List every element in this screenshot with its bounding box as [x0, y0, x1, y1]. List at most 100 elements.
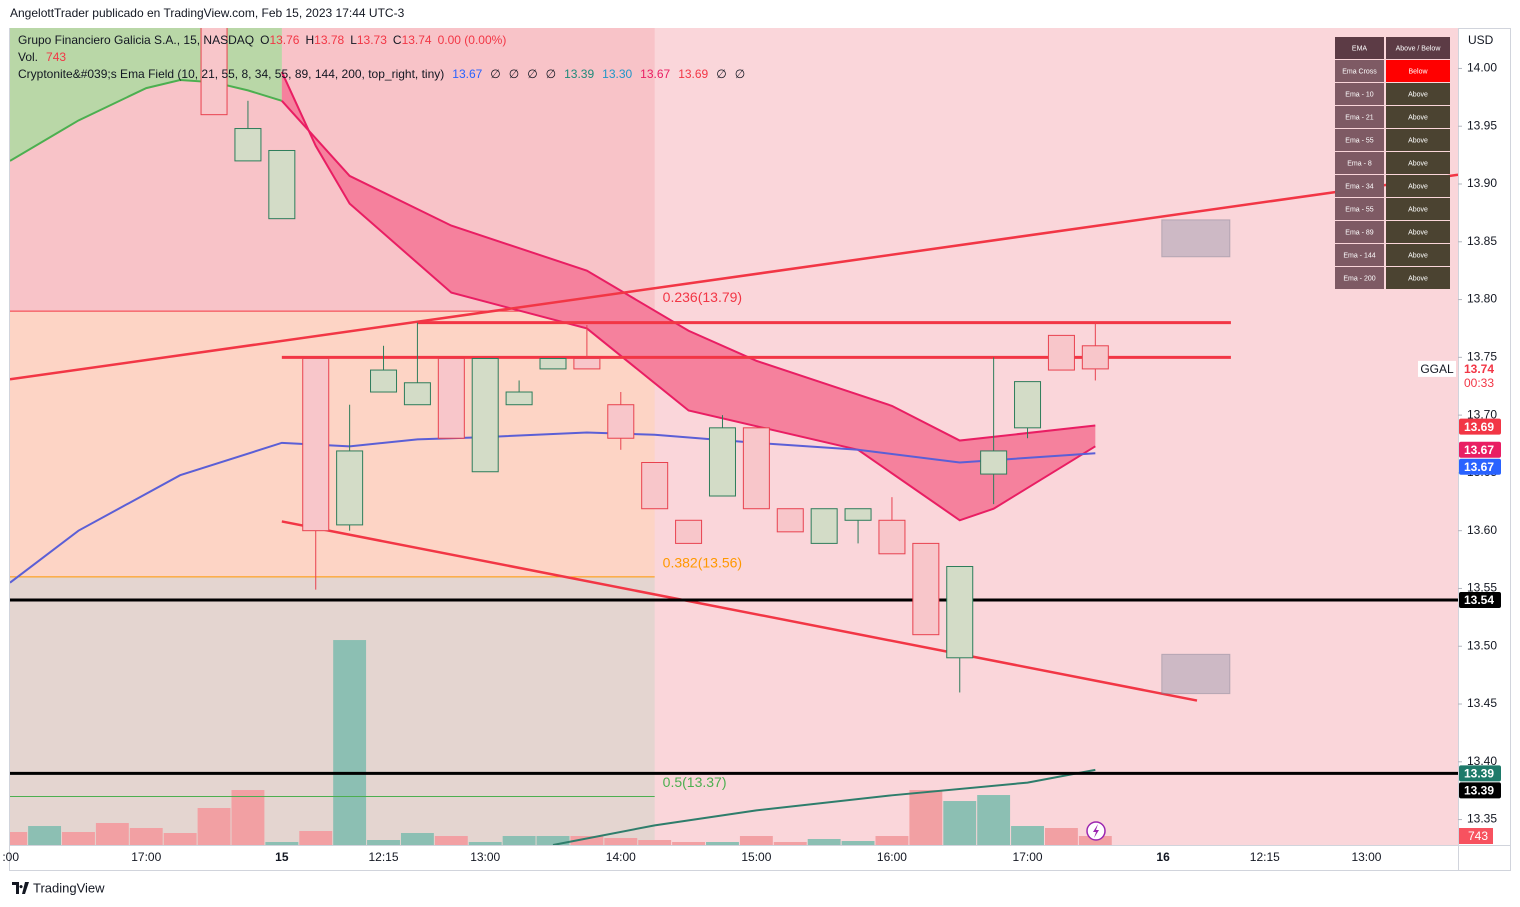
x-tick-label: 15:00: [741, 850, 771, 864]
table-cell: [1335, 129, 1384, 151]
price-badge-label: 13.39: [1464, 784, 1494, 798]
tradingview-logo: TradingView: [12, 880, 105, 895]
ema-ribbon-line: [281, 100, 1096, 442]
volume-bar: [604, 838, 638, 845]
table-cell: [1386, 175, 1450, 197]
candle-body: [336, 450, 364, 526]
table-text: Above: [1408, 183, 1428, 190]
currency: USD: [1468, 33, 1494, 47]
table-text: Ema - 144: [1343, 252, 1375, 259]
y-tick-label: 13.80: [1467, 292, 1497, 306]
candle-body: [302, 357, 330, 532]
candle-body: [607, 404, 635, 439]
volume-bar: [875, 836, 909, 845]
table-cell: [1335, 152, 1384, 174]
table-cell: [1386, 221, 1450, 243]
volume-bar: [807, 838, 841, 845]
fib-label: 0.382(13.56): [663, 555, 742, 571]
fib-label: 0.5(13.37): [663, 774, 727, 790]
price-badge-label: 13.39: [1464, 767, 1494, 781]
legend-text: 743: [46, 50, 66, 64]
table-cell: [1335, 106, 1384, 128]
candle-body: [675, 519, 703, 544]
volume-bar: [943, 801, 977, 845]
countdown: 00:33: [1464, 376, 1494, 390]
ema-area-line: [10, 78, 283, 162]
candle-body: [776, 508, 804, 533]
volume-badge: [1459, 828, 1493, 845]
table-cell: [1335, 267, 1384, 289]
x-tick-label: 12:15: [369, 850, 399, 864]
legend-text: ∅: [490, 67, 500, 81]
plot-area: 0.236(13.79) 0.382(13.56) 0.5(13.37): [10, 28, 1458, 845]
volume-bar: [1044, 828, 1078, 845]
volume-bar: [502, 836, 536, 845]
table-text: Above: [1408, 137, 1428, 144]
volume-bar: [841, 841, 875, 845]
candle-body: [268, 149, 296, 220]
table-text: Above: [1408, 275, 1428, 282]
table-cell: [1335, 37, 1384, 59]
x-tick-label: 13:00: [1351, 850, 1381, 864]
table-text: Ema - 34: [1345, 183, 1374, 190]
table-text: Above: [1408, 206, 1428, 213]
header: AngelottTrader publicado en TradingView.…: [10, 6, 405, 20]
table-cell: [1335, 198, 1384, 220]
price-badge: [1459, 360, 1501, 377]
volume-bar: [95, 823, 129, 845]
volume-bar: [570, 836, 604, 845]
price-badge: [1459, 765, 1501, 782]
volume-bar: [163, 833, 197, 845]
volume-bar: [265, 841, 299, 845]
table-text: Above: [1408, 160, 1428, 167]
table-cell: [1386, 129, 1450, 151]
price-badge-label: 13.67: [1464, 443, 1494, 457]
candle-body: [505, 391, 533, 406]
table-text: EMA: [1352, 45, 1368, 52]
legend-text: 13.73: [357, 33, 387, 47]
y-tick-label: 13.45: [1467, 696, 1497, 710]
price-badge-label: 13.69: [1464, 420, 1494, 434]
volume-bar: [62, 832, 95, 845]
table-cell: [1335, 175, 1384, 197]
price-badge: [1459, 418, 1501, 435]
x-tick-label: 12:15: [1250, 850, 1280, 864]
volume-bar: [638, 840, 672, 845]
y-tick-label: 13.60: [1467, 523, 1497, 537]
volume-bar: [1011, 826, 1044, 845]
volume-bar: [468, 841, 502, 845]
candle-body: [234, 128, 262, 162]
price-badge: [1459, 458, 1501, 475]
table-text: Below: [1408, 68, 1428, 75]
candle-body: [200, 28, 228, 116]
x-tick-label: 16:00: [877, 850, 907, 864]
symbol-tag-bg: [1418, 360, 1456, 377]
table-text: Ema - 55: [1345, 206, 1374, 213]
volume-bar: [197, 808, 231, 845]
volume-bar: [977, 795, 1011, 845]
volume-bar: [672, 841, 706, 845]
legend-text: 13.69: [678, 67, 708, 81]
legend-text: ∅: [546, 67, 556, 81]
table-cell: [1335, 60, 1384, 82]
volume-bar: [773, 841, 807, 845]
volume-bar: [367, 840, 400, 845]
price-badge-label: 13.74: [1464, 362, 1494, 376]
table-text: Above: [1408, 91, 1428, 98]
legend-text: 0.00 (0.00%): [438, 33, 507, 47]
volume-bar: [434, 836, 468, 845]
legend-text: 13.78: [314, 33, 344, 47]
candle-body: [810, 508, 838, 544]
x-tick-label: :00: [2, 850, 19, 864]
trend-line: [10, 173, 1458, 381]
table-cell: [1386, 106, 1450, 128]
table-text: Ema - 89: [1345, 229, 1374, 236]
volume-bar: [299, 831, 333, 845]
alert-icon: [1086, 821, 1106, 841]
table-text: Ema - 21: [1345, 114, 1374, 121]
table-cell: [1335, 221, 1384, 243]
candle-body: [1014, 381, 1042, 429]
x-tick-label: 17:00: [131, 850, 161, 864]
y-tick-label: 14.00: [1467, 61, 1497, 75]
